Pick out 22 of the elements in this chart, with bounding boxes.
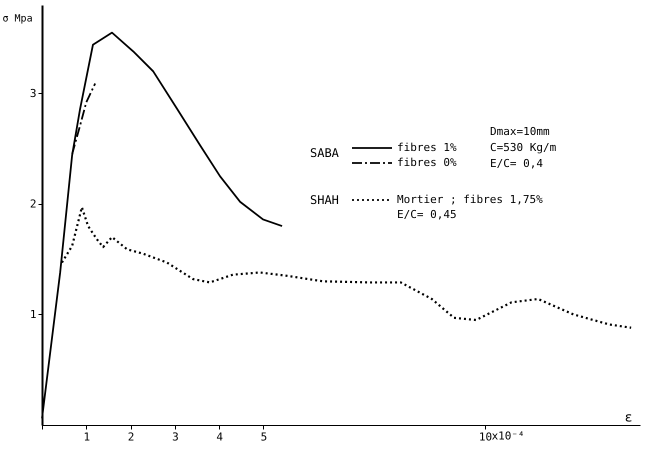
x-tick-label: 4: [216, 430, 224, 444]
annotation: Dmax=10mm: [490, 125, 550, 138]
annotation: E/C= 0,4: [490, 157, 544, 170]
annotation: C=530 Kg/m: [490, 141, 557, 154]
line-series: [71, 82, 96, 156]
y-axis-title: σ Mpa: [2, 14, 33, 24]
x-tick-label: 2: [128, 430, 134, 444]
legend-label: fibres 0%: [397, 156, 457, 169]
x-tick-label: 1: [83, 430, 90, 444]
annotation: SABA: [310, 146, 340, 160]
y-tick-label: 3: [30, 86, 36, 100]
annotation: E/C= 0,45: [397, 208, 457, 221]
x-tick-label: 3: [172, 430, 179, 444]
legend-label: Mortier ; fibres 1,75%: [397, 193, 544, 206]
x-tick-label: 10: [478, 430, 492, 444]
text: x10⁻⁴: [492, 430, 525, 442]
y-tick-label: 2: [30, 197, 36, 210]
legend-label: fibres 1%: [397, 141, 457, 154]
x-tick-label: 5: [260, 430, 268, 444]
annotation: SHAH: [310, 193, 339, 207]
x-axis-title: ε: [624, 410, 632, 426]
y-tick-label: 1: [30, 308, 36, 321]
